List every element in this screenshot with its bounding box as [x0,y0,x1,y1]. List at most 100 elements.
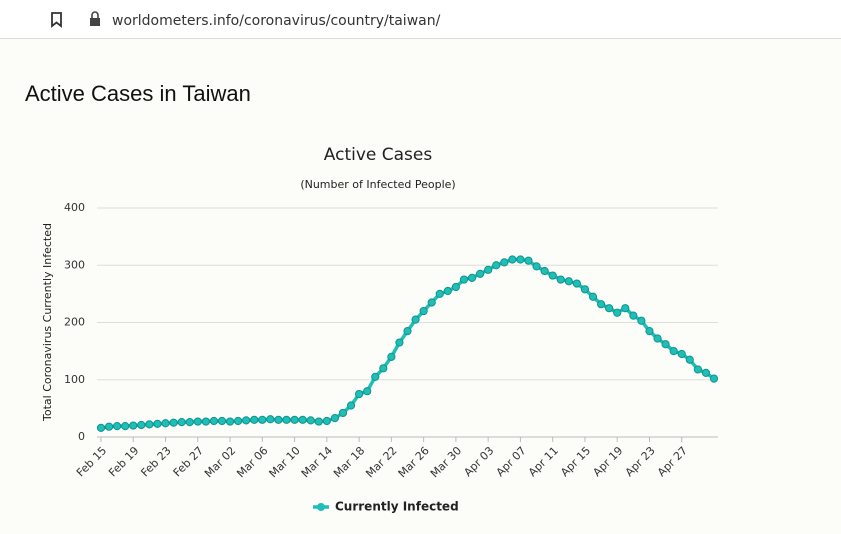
data-point [693,365,702,374]
lock-icon [90,11,100,26]
data-point [427,298,436,307]
data-point [306,416,315,425]
data-point [129,421,138,430]
data-point [403,326,412,336]
data-point [564,277,573,286]
data-point [629,311,638,320]
data-point [201,417,210,426]
x-tick-label: Apr 19 [590,444,625,479]
data-point [467,273,477,282]
x-tick-label: Apr 11 [526,444,561,479]
x-tick-label: Mar 18 [331,444,367,480]
data-point [709,374,719,383]
y-tick-label: 200 [64,316,85,329]
data-point [161,419,170,428]
chart-subtitle: (Number of Infected People) [300,178,455,191]
page-heading: Active Cases in Taiwan [25,81,251,106]
data-point [338,408,348,418]
data-point [532,262,541,271]
data-point [177,418,186,427]
y-tick-label: 0 [78,430,85,443]
data-point [234,416,243,426]
data-point [492,261,501,270]
x-tick-label: Apr 27 [655,444,690,479]
data-point [282,415,291,424]
data-point [346,401,356,410]
data-point [217,416,227,426]
x-tick-label: Feb 15 [74,444,109,479]
data-point [355,389,364,399]
data-point [185,418,194,427]
data-point [572,279,581,288]
data-point [661,340,670,349]
data-point [508,255,517,264]
y-axis-label: Total Coronavirus Currently Infected [41,223,54,422]
data-point [677,349,686,359]
data-point [258,415,267,424]
x-tick-label: Feb 27 [171,444,206,479]
x-tick-label: Feb 23 [138,444,173,479]
x-tick-label: Apr 23 [623,444,658,479]
data-point [435,289,444,298]
x-tick-label: Mar 26 [396,444,432,480]
data-point [298,415,307,424]
y-tick-label: 400 [64,201,85,214]
data-point [330,414,340,423]
data-point [225,417,235,426]
data-point [363,387,372,396]
data-point [242,416,251,425]
legend-label[interactable]: Currently Infected [335,500,459,514]
data-point [701,368,711,377]
data-point [113,422,122,431]
data-point [104,422,114,431]
data-point [96,423,106,432]
x-tick-label: Apr 03 [461,444,496,479]
data-point [596,300,606,309]
data-point [613,308,622,317]
data-point [145,420,154,429]
data-point [169,418,178,427]
y-tick-label: 100 [64,373,85,386]
chart-title: Active Cases [324,145,433,165]
data-point [645,326,654,336]
data-point [685,355,694,364]
data-point [484,265,493,274]
x-tick-label: Apr 15 [558,444,593,479]
url[interactable]: worldometers.info/coronavirus/country/ta… [112,13,441,29]
x-tick-label: Mar 30 [428,444,464,480]
x-tick-label: Mar 10 [267,444,303,480]
data-point [556,275,565,284]
data-point [137,420,146,430]
data-point [371,372,380,381]
data-point [588,292,598,301]
data-point [459,275,469,284]
data-point [669,347,678,356]
data-point [548,271,557,280]
x-tick-label: Apr 07 [494,444,529,479]
address-bar [0,0,841,38]
data-point [387,352,396,361]
data-point [153,419,162,428]
bookmark-icon[interactable] [51,12,62,28]
data-point [290,415,299,424]
x-tick-label: Feb 19 [106,444,141,479]
series-line [100,257,716,430]
data-point [637,316,646,325]
data-point [314,417,323,426]
data-point [605,304,614,313]
x-tick-label: Mar 06 [234,444,270,480]
data-point [121,422,130,431]
legend-marker[interactable] [317,503,325,511]
data-point [540,266,549,276]
data-point [395,338,404,347]
data-point [443,286,452,296]
y-tick-label: 300 [64,258,85,271]
data-point [580,285,590,294]
data-point [209,416,219,426]
x-tick-label: Mar 14 [299,444,335,480]
data-point [524,256,533,265]
data-point [193,417,202,426]
data-point [653,334,662,343]
